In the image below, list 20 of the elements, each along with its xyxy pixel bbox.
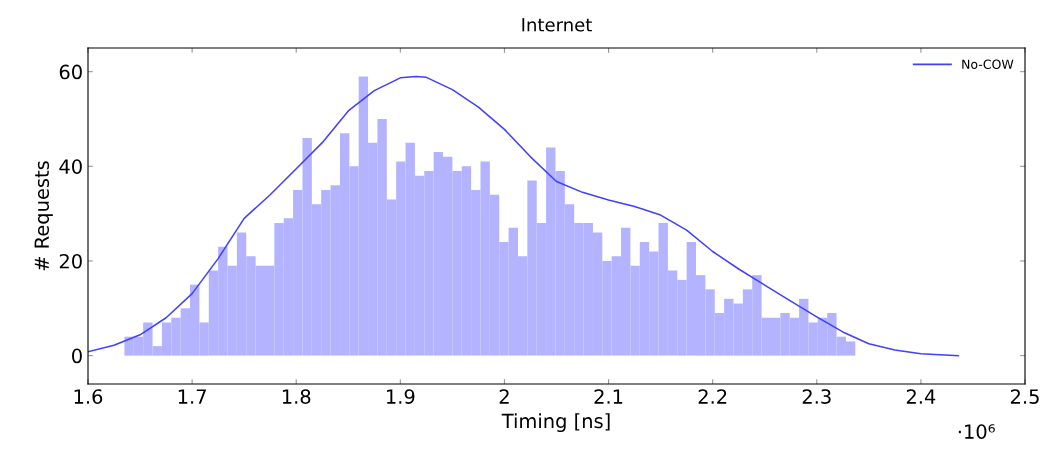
y-tick-label: 60 xyxy=(59,64,82,80)
legend-label: No-COW xyxy=(962,59,1014,69)
x-tick-label: 1.7 xyxy=(178,389,206,404)
x-tick-label: 1.8 xyxy=(282,389,311,404)
x-tick-label: 2.4 xyxy=(906,389,936,404)
y-tick-label: 20 xyxy=(59,253,82,269)
y-tick-label: 0 xyxy=(72,348,82,364)
chart-title: Internet xyxy=(522,18,592,32)
line-series xyxy=(88,75,960,357)
x-tick-label: 2.3 xyxy=(802,389,831,404)
y-tick-label: 40 xyxy=(59,159,82,174)
x-tick-label: 2 xyxy=(499,389,509,404)
x-tick-label: 1.9 xyxy=(387,389,415,404)
x-tick-label: 2.1 xyxy=(594,389,623,404)
x-axis-title: Timing [ns] xyxy=(501,413,610,433)
x-tick-label: 2.5 xyxy=(1010,389,1039,404)
x-tick-label: 2.2 xyxy=(698,389,727,404)
x-tick-label: 1.6 xyxy=(74,389,103,404)
text: ·10⁶ xyxy=(958,424,995,439)
y-axis-title: # Requests xyxy=(34,161,53,271)
